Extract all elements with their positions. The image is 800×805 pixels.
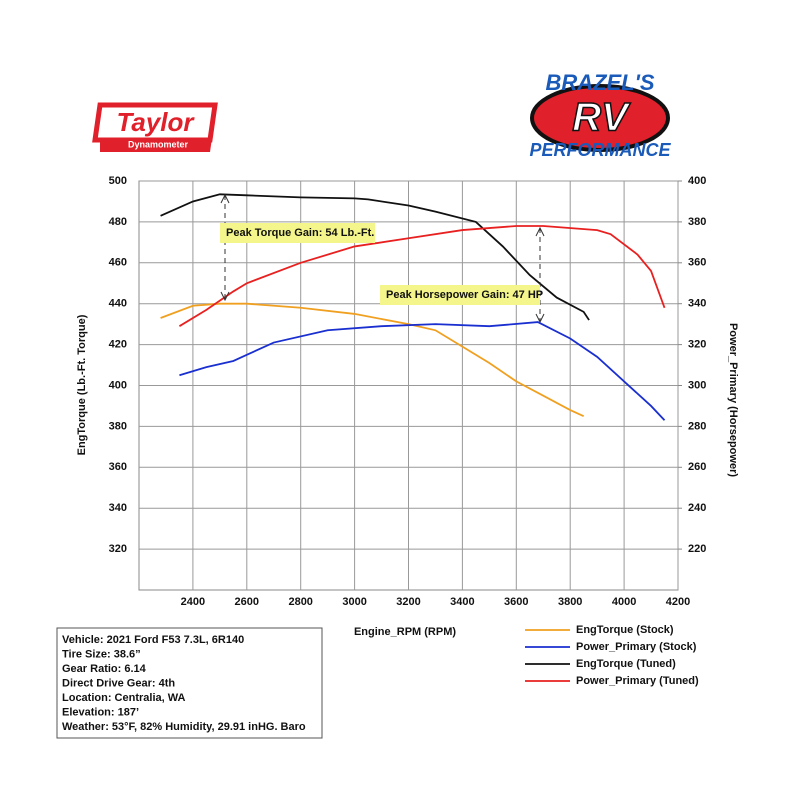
info: Vehicle: 2021 Ford F53 7.3L, 6R140 Tire S… [62, 634, 306, 733]
y-tick-label: 440 [109, 298, 127, 310]
y2-tick-label: 240 [688, 502, 706, 514]
arrow-head [535, 313, 545, 324]
x-tick-label: 2400 [181, 596, 205, 608]
y-axis-label: EngTorque (Lb.-Ft. Torque) [76, 314, 88, 455]
annotation-box [220, 223, 375, 243]
arrow-head [220, 291, 230, 302]
x-tick-label: 3200 [396, 596, 420, 608]
y2-tick-label: 360 [688, 257, 706, 269]
y2-axis-label: Power_Primary (Horsepower) [727, 323, 739, 477]
brazel-text: BRAZEL'S [545, 70, 654, 95]
info-line: Location: Centralia, WA [62, 692, 186, 704]
taylor-sub: Dynamometer [128, 139, 189, 149]
legend-label: Power_Primary (Tuned) [576, 675, 699, 687]
y2-tick-label: 380 [688, 216, 706, 228]
y2-tick-label: 280 [688, 420, 706, 432]
annotation-box [380, 285, 540, 305]
legend-label: EngTorque (Stock) [576, 624, 674, 636]
y2-tick-label: 260 [688, 461, 706, 473]
x-tick-label: 4000 [612, 596, 636, 608]
y-tick-label: 400 [109, 379, 127, 391]
x-tick-label: 3000 [342, 596, 366, 608]
info-line: Gear Ratio: 6.14 [62, 663, 147, 675]
series-line [178, 225, 666, 327]
y2-tick-label: 320 [688, 339, 706, 351]
info-line: Weather: 53°F, 82% Humidity, 29.91 inHG.… [62, 721, 306, 733]
taylor-band [100, 138, 212, 152]
x-tick-label: 3800 [558, 596, 582, 608]
annotation-text: Peak Torque Gain: 54 Lb.-Ft. [226, 227, 374, 239]
y-tick-label: 360 [109, 461, 127, 473]
arrow-head [220, 193, 230, 204]
y-tick-label: 380 [109, 420, 127, 432]
y-tick-label: 340 [109, 502, 127, 514]
brazel-ellipse [530, 84, 670, 152]
brazel-logo: BRAZEL'S RV PERFORMANCE [529, 70, 671, 160]
x-tick-label: 3600 [504, 596, 528, 608]
y-tick-label: 320 [109, 543, 127, 555]
legend-label: EngTorque (Tuned) [576, 658, 676, 670]
x-tick-label: 4200 [666, 596, 690, 608]
info-line: Elevation: 187’ [62, 706, 139, 718]
series-line [160, 193, 590, 321]
y-tick-label: 420 [109, 339, 127, 351]
y-tick-label: 500 [109, 175, 127, 187]
info-line: Direct Drive Gear: 4th [62, 677, 175, 689]
arrow-head [535, 226, 545, 237]
info-line: Vehicle: 2021 Ford F53 7.3L, 6R140 [62, 634, 244, 646]
x-axis-label: Engine_RPM (RPM) [354, 626, 456, 638]
y2-tick-label: 340 [688, 298, 706, 310]
info-line: Tire Size: 38.6” [62, 648, 141, 660]
x-tick-label: 2800 [288, 596, 312, 608]
taylor-text: Taylor [116, 107, 195, 137]
rv-text: RV [572, 96, 631, 140]
taylor-logo: Taylor Dynamometer [92, 102, 218, 152]
x-tick-label: 3400 [450, 596, 474, 608]
chart: 2400 2600 2800 3000 3200 3400 3600 3800 4000 4200… [76, 175, 739, 687]
legend-label: Power_Primary (Stock) [576, 641, 697, 653]
y2-tick-label: 400 [688, 175, 706, 187]
x-tick-label: 2600 [235, 596, 259, 608]
series-line [179, 321, 666, 421]
performance-text: PERFORMANCE [529, 140, 671, 160]
y-tick-label: 460 [109, 257, 127, 269]
y2-tick-label: 300 [688, 379, 706, 391]
y-tick-label: 480 [109, 216, 127, 228]
annotation-text: Peak Horsepower Gain: 47 HP [386, 289, 543, 301]
y2-tick-label: 220 [688, 543, 706, 555]
info-box [56, 627, 323, 739]
series-line [160, 302, 585, 417]
